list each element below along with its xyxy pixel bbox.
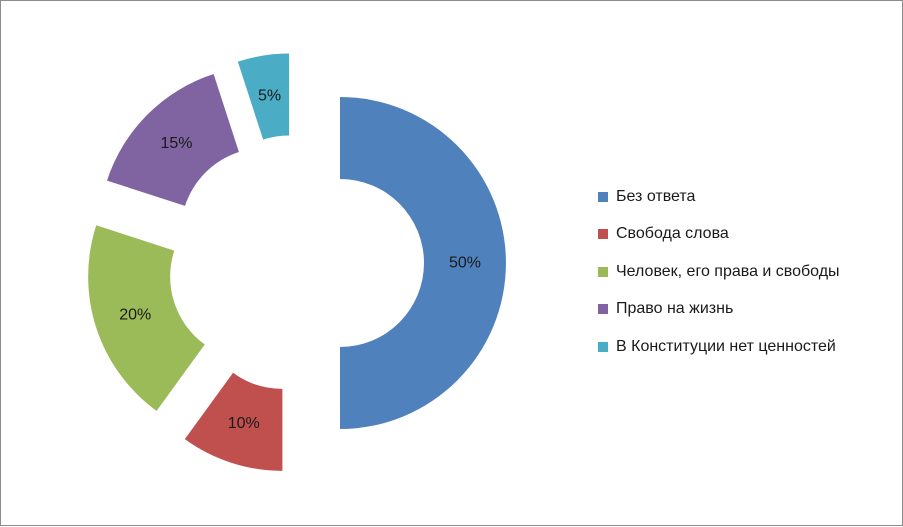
doughnut-slice <box>184 372 283 471</box>
slice-data-label: 20% <box>119 307 151 324</box>
legend-label: Свобода слова <box>616 225 729 243</box>
slice-data-label: 15% <box>160 135 192 152</box>
legend-item: Свобода слова <box>598 216 840 254</box>
legend-item: В Конституции нет ценностей <box>598 328 840 366</box>
legend-item: Без ответа <box>598 178 840 216</box>
legend-swatch <box>598 341 608 352</box>
legend-label: Без ответа <box>616 187 696 205</box>
doughnut-slice <box>340 97 506 429</box>
legend-swatch <box>598 304 608 315</box>
slice-data-label: 5% <box>258 88 281 105</box>
legend-swatch <box>598 229 608 240</box>
doughnut-slice <box>107 74 239 206</box>
legend-item: Право на жизнь <box>598 291 840 329</box>
slice-data-label: 10% <box>228 415 260 432</box>
doughnut-slice <box>237 53 290 140</box>
slice-data-label: 50% <box>449 255 481 272</box>
doughnut-slice <box>88 225 205 411</box>
legend-swatch <box>598 266 608 277</box>
legend-label: Право на жизнь <box>616 300 734 318</box>
legend-label: В Конституции нет ценностей <box>616 337 836 355</box>
legend-label: Человек, его права и свободы <box>616 262 840 280</box>
legend-item: Человек, его права и свободы <box>598 253 840 291</box>
legend: Без ответа Свобода слова Человек, его пр… <box>598 178 840 366</box>
legend-swatch <box>598 191 608 202</box>
